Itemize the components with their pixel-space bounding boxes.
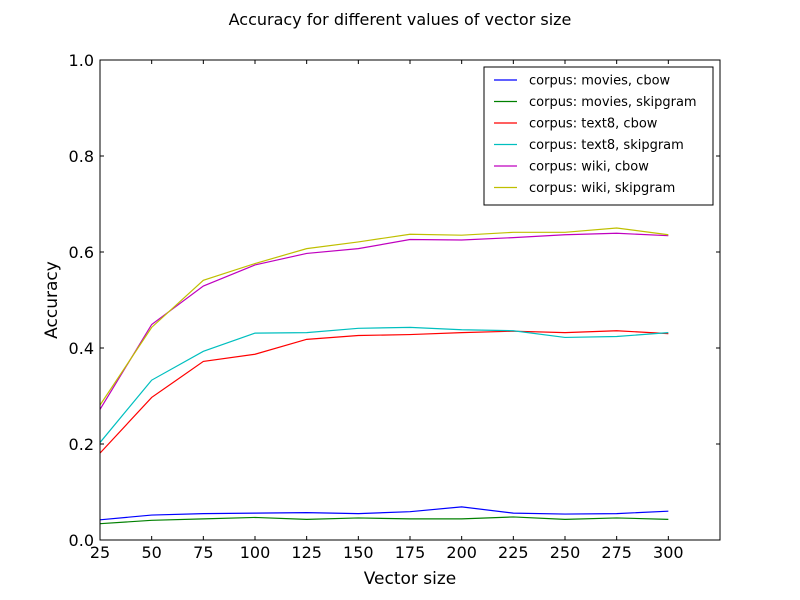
series-line-4 (99, 326, 669, 443)
legend-box (483, 66, 714, 206)
series-line-3 (99, 330, 669, 454)
series-lines (99, 227, 669, 525)
legend-label: corpus: wiki, cbow (529, 160, 649, 175)
y-tick-label: 0.2 (69, 435, 94, 454)
legend-label: corpus: movies, skipgram (529, 95, 697, 110)
x-axis-ticks: 25 50 75 100 125 150 175 200 225 250 275 300 (90, 60, 684, 562)
legend-label: corpus: movies, cbow (529, 74, 671, 89)
y-tick-label: 0.8 (69, 147, 94, 166)
x-tick-label: 250 (550, 543, 581, 562)
x-tick-label: 200 (446, 543, 477, 562)
legend-label: corpus: wiki, skipgram (529, 181, 675, 196)
x-tick-label: 225 (498, 543, 529, 562)
x-tick-label: 100 (240, 543, 271, 562)
x-tick-label: 175 (395, 543, 426, 562)
series-line-1 (99, 506, 669, 521)
x-tick-label: 275 (601, 543, 632, 562)
x-tick-label: 75 (193, 543, 213, 562)
chart-title: Accuracy for different values of vector … (229, 10, 572, 29)
x-tick-label: 150 (343, 543, 374, 562)
legend-label: corpus: text8, cbow (529, 117, 658, 132)
x-axis-label: Vector size (364, 569, 457, 589)
y-tick-label: 1.0 (69, 51, 94, 70)
x-tick-label: 300 (653, 543, 684, 562)
y-tick-label: 0.0 (69, 531, 94, 550)
legend-label: corpus: text8, skipgram (529, 138, 684, 153)
series-line-5 (99, 232, 669, 410)
x-tick-label: 50 (141, 543, 161, 562)
y-axis-label: Accuracy (42, 261, 62, 339)
y-axis-ticks: 0.0 0.2 0.4 0.6 0.8 1.0 (69, 51, 720, 550)
plot-area-frame (99, 59, 721, 541)
x-tick-label: 125 (291, 543, 322, 562)
legend: corpus: movies, cbow corpus: movies, skip… (483, 66, 714, 206)
y-tick-label: 0.4 (69, 339, 94, 358)
series-line-6 (99, 227, 669, 406)
series-line-2 (99, 516, 669, 525)
y-tick-label: 0.6 (69, 243, 94, 262)
x-tick-label: 25 (90, 543, 110, 562)
